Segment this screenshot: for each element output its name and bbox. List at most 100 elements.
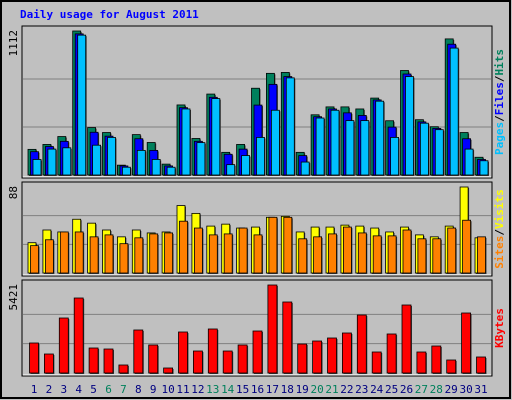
legend-entry: Visits <box>493 189 506 229</box>
bar <box>222 350 233 374</box>
bar <box>118 364 129 374</box>
bar <box>88 347 99 374</box>
bar <box>401 304 412 374</box>
x-tick-label: 4 <box>75 383 82 396</box>
x-tick-label: 8 <box>135 383 142 396</box>
bar <box>298 238 308 274</box>
bar <box>32 159 42 176</box>
bar <box>107 137 116 176</box>
bar <box>151 159 161 176</box>
bar <box>297 343 308 374</box>
x-tick-label: 28 <box>430 383 443 396</box>
x-tick-label: 25 <box>385 383 398 396</box>
bar <box>312 340 323 374</box>
x-tick-label: 16 <box>251 383 264 396</box>
chart-title: Daily usage for August 2011 <box>20 8 199 21</box>
bar <box>345 120 355 176</box>
bar <box>166 166 176 176</box>
bar <box>164 232 174 274</box>
x-tick-label: 10 <box>161 383 174 396</box>
bar <box>134 237 144 274</box>
x-tick-label: 13 <box>206 383 219 396</box>
bar <box>371 351 382 374</box>
bar <box>238 227 248 274</box>
legend: Pages/Files/Hits <box>493 49 506 155</box>
bar <box>300 161 310 176</box>
bar <box>402 229 412 274</box>
bar <box>462 219 472 274</box>
bar <box>241 155 251 176</box>
bar <box>74 231 84 274</box>
bar <box>419 122 429 176</box>
x-tick-label: 1 <box>31 383 38 396</box>
legend-separator: / <box>493 229 506 236</box>
x-tick-label: 11 <box>176 383 189 396</box>
bar <box>44 353 54 374</box>
bar <box>208 234 218 274</box>
bar <box>270 109 280 176</box>
x-tick-label: 31 <box>474 383 487 396</box>
bar <box>77 34 87 176</box>
x-tick-label: 19 <box>296 383 309 396</box>
bar <box>47 148 57 176</box>
bar <box>133 329 144 374</box>
bar <box>356 314 367 374</box>
bar <box>196 142 206 176</box>
bar <box>434 129 444 176</box>
bar <box>387 235 397 274</box>
bar <box>386 333 397 374</box>
legend-entry: Files <box>493 82 506 115</box>
bar <box>327 337 337 374</box>
legend-entry: KBytes <box>493 308 506 348</box>
bar <box>181 108 191 176</box>
bar <box>342 226 352 274</box>
bar <box>267 284 278 374</box>
x-tick-label: 9 <box>150 383 157 396</box>
bar <box>163 367 174 374</box>
x-tick-label: 2 <box>46 383 53 396</box>
bar <box>476 356 486 374</box>
bar <box>149 233 159 274</box>
bar <box>285 77 295 176</box>
x-tick-label: 14 <box>221 383 235 396</box>
x-tick-label: 24 <box>370 383 384 396</box>
legend: Sites/Visits <box>493 189 506 269</box>
bar <box>252 330 263 374</box>
bar <box>178 331 188 374</box>
bar <box>122 166 131 176</box>
bar <box>313 236 323 274</box>
bar <box>446 359 457 374</box>
bar <box>179 220 188 274</box>
legend: KBytes <box>493 308 506 348</box>
bar <box>119 243 129 274</box>
bar <box>192 350 203 374</box>
bar <box>447 227 457 274</box>
x-tick-label: 15 <box>236 383 249 396</box>
x-tick-label: 26 <box>400 383 413 396</box>
x-tick-label: 7 <box>120 383 127 396</box>
x-tick-label: 23 <box>355 383 368 396</box>
legend-entry: Hits <box>493 49 506 76</box>
bar <box>432 238 442 274</box>
bar <box>283 216 293 274</box>
bar <box>45 239 54 274</box>
x-tick-label: 21 <box>325 383 338 396</box>
bar <box>328 233 337 274</box>
bar <box>360 120 370 176</box>
bar <box>375 100 385 176</box>
bar <box>464 148 474 176</box>
bar <box>282 301 293 374</box>
bar <box>268 216 278 274</box>
bar <box>237 344 248 374</box>
bar <box>330 109 340 176</box>
bar <box>417 238 427 274</box>
bar <box>477 236 486 274</box>
bar <box>92 144 101 176</box>
bar <box>461 312 472 374</box>
bar <box>226 164 236 176</box>
bar <box>479 160 489 176</box>
bar <box>341 332 352 374</box>
legend-entry: Sites <box>493 236 506 269</box>
